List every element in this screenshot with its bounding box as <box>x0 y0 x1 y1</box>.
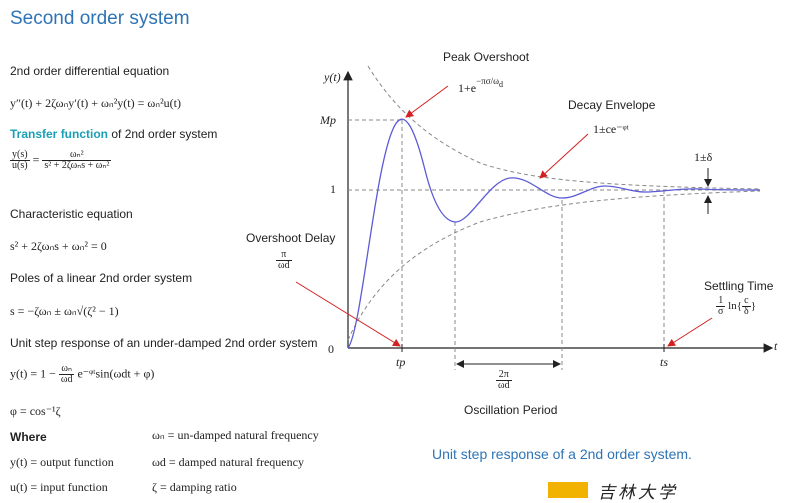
where-label: Where <box>10 430 47 444</box>
def-input: u(t) = input function <box>10 480 108 494</box>
tf-den: s² + 2ζωₙs + ωₙ² <box>44 160 110 171</box>
response-curve <box>347 118 761 349</box>
overshoot-delay-arrow <box>295 281 401 347</box>
step-frac-den: ωd <box>60 374 73 385</box>
step-eq-a: y(t) = 1 − <box>10 366 56 381</box>
diff-eq: y″(t) + 2ζωₙy′(t) + ωₙ²y(t) = ωₙ²u(t) <box>10 96 181 110</box>
logo-text: 吉林大学 <box>598 483 678 503</box>
overshoot-delay-label: Overshoot Delay <box>246 231 336 245</box>
settling-arrow <box>667 317 713 347</box>
step-frac-num: ωₙ <box>58 364 75 375</box>
overshoot-delay-formula: π ωd <box>276 250 292 271</box>
peak-arrow <box>405 85 449 118</box>
transfer-function-label: Transfer function of 2nd order system <box>10 127 217 141</box>
step-eq-b: e⁻ᵠᵗsin(ωdt + φ) <box>77 366 155 381</box>
def-wd: ωd = damped natural frequency <box>152 455 304 469</box>
logo-mark <box>548 482 588 498</box>
tp-label: tp <box>396 355 406 369</box>
poles-eq: s = −ζωₙ ± ωₙ√(ζ² − 1) <box>10 304 119 318</box>
tf-lhs-den: u(s) <box>12 160 28 171</box>
tf-lhs-num: y(s) <box>10 149 30 161</box>
decay-envelope-formula: 1±ce⁻ᵠᵗ <box>593 122 629 136</box>
peak-overshoot-label: Peak Overshoot <box>443 50 530 64</box>
step-response-eq: y(t) = 1 − ωₙ ωd e⁻ᵠᵗsin(ωdt + φ) <box>10 364 154 385</box>
decay-envelope-label: Decay Envelope <box>568 98 656 112</box>
period-den: ωd <box>498 380 510 391</box>
step-response-label: Unit step response of an under-damped 2n… <box>10 336 318 350</box>
peak-overshoot-formula: 1+e−πσ/ωd <box>458 76 503 95</box>
lower-envelope <box>347 190 761 341</box>
one-label: 1 <box>330 182 336 196</box>
od-num: π <box>276 250 292 261</box>
tf-num: ωₙ² <box>42 150 112 161</box>
transfer-function-rest: of 2nd order system <box>108 127 218 141</box>
peak-formula-base: 1+e <box>458 81 477 95</box>
diff-eq-label: 2nd order differential equation <box>10 64 170 78</box>
x-axis-label: t <box>774 339 778 353</box>
poles-label: Poles of a linear 2nd order system <box>10 271 193 285</box>
ts-label: ts <box>660 355 669 369</box>
def-zeta: ζ = damping ratio <box>152 480 237 494</box>
period-num: 2π <box>496 370 512 381</box>
transfer-function-eq: y(s) u(s) = ωₙ² s² + 2ζωₙs + ωₙ² <box>10 149 112 171</box>
char-eq: s² + 2ζωₙs + ωₙ² = 0 <box>10 239 107 253</box>
transfer-function-highlight: Transfer function <box>10 127 109 141</box>
y-axis-label: y(t) <box>324 70 341 84</box>
phi-eq: φ = cos⁻¹ζ <box>10 404 61 418</box>
oscillation-period-formula: 2π ωd <box>496 370 512 391</box>
delta-band-label: 1±δ <box>694 150 713 164</box>
wn-definition: ωₙ = un-damped natural frequency <box>152 428 319 442</box>
def-output: y(t) = output function <box>10 455 114 469</box>
settling-time-label: Settling Time <box>704 279 774 293</box>
upper-envelope <box>367 65 761 190</box>
od-den: ωd <box>278 260 290 271</box>
page-title: Second order system <box>10 8 190 29</box>
zero-label: 0 <box>328 342 334 356</box>
char-eq-label: Characteristic equation <box>10 207 133 221</box>
mp-label: Mp <box>320 113 336 127</box>
decay-arrow <box>539 133 589 179</box>
figure-caption: Unit step response of a 2nd order system… <box>432 446 692 462</box>
oscillation-period-label: Oscillation Period <box>464 403 558 417</box>
